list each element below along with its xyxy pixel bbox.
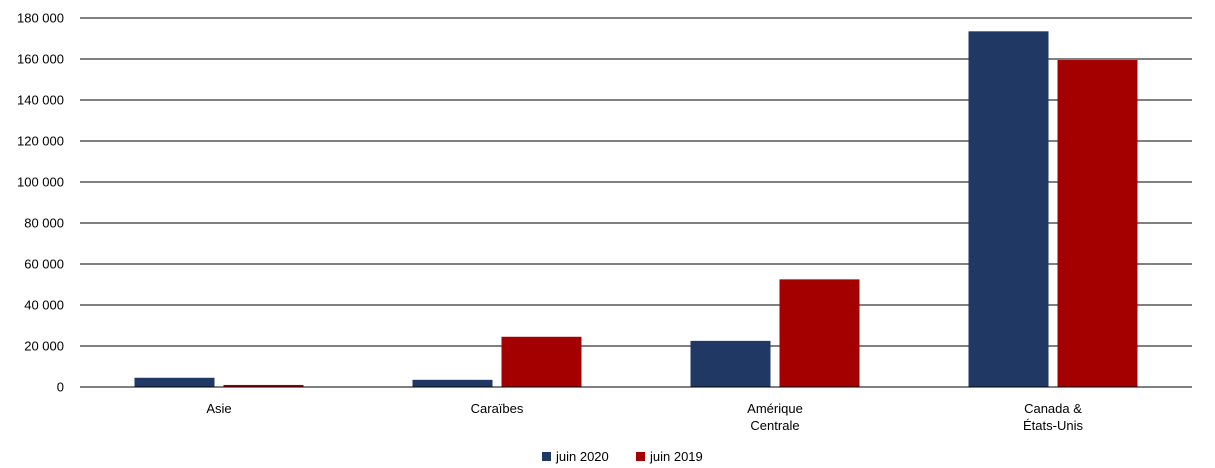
gridlines [80, 17, 1192, 347]
y-tick-label: 120 000 [17, 134, 64, 149]
bar-juin-2019-0 [223, 384, 304, 387]
y-tick-label: 160 000 [17, 52, 64, 67]
bar-juin-2019-2 [779, 279, 860, 387]
legend-swatch [542, 452, 551, 461]
category-label: Caraïbes [471, 401, 524, 416]
bar-juin-2019-1 [501, 336, 582, 387]
legend-swatch [636, 452, 645, 461]
y-axis-tick-labels: 0 20 000 40 000 60 000 80 000 100 000 120 000 1… [17, 11, 64, 395]
y-tick-label: 20 000 [24, 339, 64, 354]
category-label: Canada & États-Unis [1023, 401, 1083, 433]
category-label: Amérique Centrale [747, 401, 803, 433]
legend-label: juin 2019 [649, 449, 703, 464]
x-axis-category-labels: Asie Caraïbes Amérique Centrale Canada & État… [206, 401, 1083, 433]
legend-label: juin 2020 [555, 449, 609, 464]
category-label-line: Caraïbes [471, 401, 524, 416]
legend: juin 2020 juin 2019 [542, 449, 703, 464]
bar-juin-2020-1 [412, 379, 493, 387]
y-tick-label: 60 000 [24, 257, 64, 272]
bar-juin-2020-2 [690, 340, 771, 387]
y-tick-label: 40 000 [24, 298, 64, 313]
category-label-line: Centrale [750, 418, 799, 433]
category-label: Asie [206, 401, 231, 416]
category-label-line: Asie [206, 401, 231, 416]
y-tick-label: 180 000 [17, 11, 64, 26]
bar-juin-2020-0 [134, 377, 215, 387]
y-tick-label: 80 000 [24, 216, 64, 231]
y-tick-label: 140 000 [17, 93, 64, 108]
category-label-line: États-Unis [1023, 418, 1083, 433]
category-label-line: Amérique [747, 401, 803, 416]
bars [134, 31, 1138, 388]
y-tick-label: 0 [57, 380, 64, 395]
y-tick-label: 100 000 [17, 175, 64, 190]
bar-juin-2020-3 [968, 31, 1049, 387]
bar-juin-2019-3 [1057, 60, 1138, 388]
category-label-line: Canada & [1024, 401, 1082, 416]
